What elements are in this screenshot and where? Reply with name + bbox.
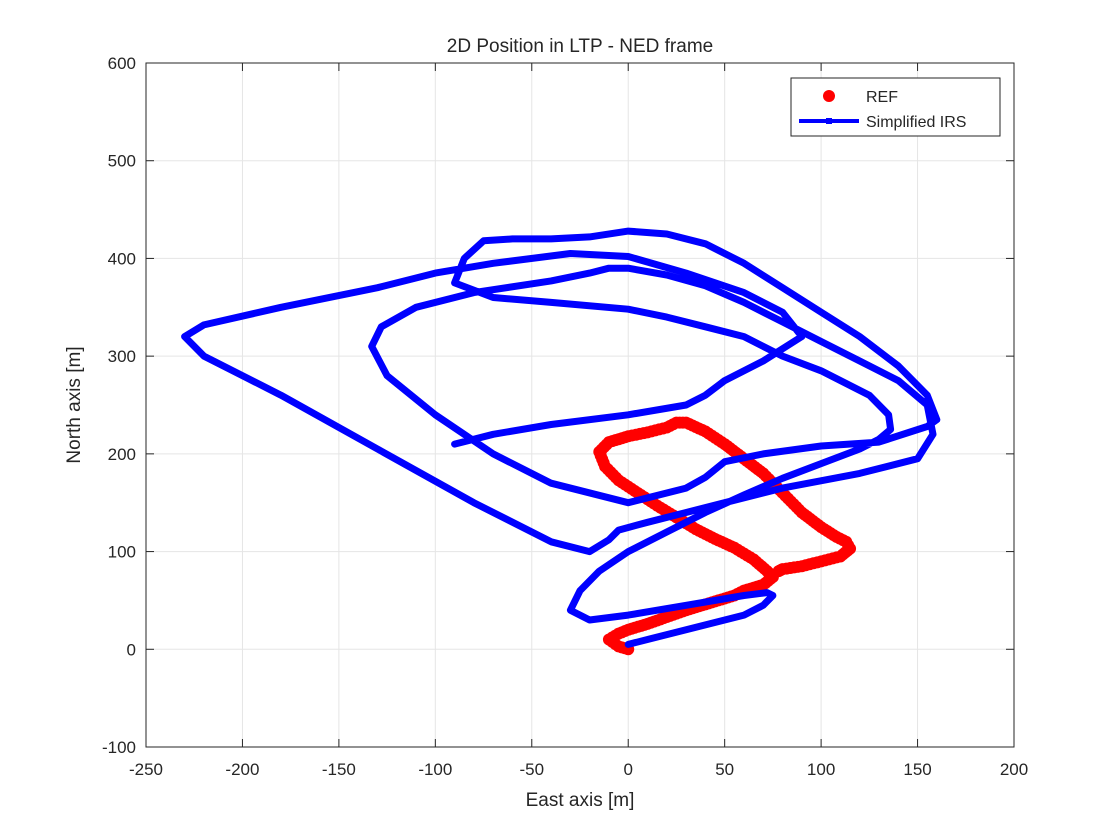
legend: REF Simplified IRS: [790, 77, 1001, 137]
x-tick-label: 50: [715, 760, 734, 779]
y-tick-label: 0: [127, 640, 136, 659]
y-tick-label: 400: [108, 249, 136, 268]
x-tick-label: -200: [225, 760, 259, 779]
x-tick-label: 100: [807, 760, 835, 779]
y-tick-label: 200: [108, 445, 136, 464]
series-ref: [593, 416, 857, 656]
ref-point: [772, 565, 785, 578]
y-tick-label: 600: [108, 54, 136, 73]
series-simplified-irs-line: [181, 227, 941, 648]
legend-irs-marker: [826, 118, 832, 124]
legend-ref-label: REF: [866, 89, 898, 106]
legend-irs-label: Simplified IRS: [866, 114, 966, 131]
x-tick-label: -250: [129, 760, 163, 779]
y-tick-label: 500: [108, 152, 136, 171]
series-layer: [181, 227, 941, 656]
x-axis-title: East axis [m]: [526, 790, 635, 811]
y-tick-label: 100: [108, 543, 136, 562]
y-tick-label: 300: [108, 347, 136, 366]
ticks: [145, 62, 1015, 748]
legend-box: [790, 77, 1001, 137]
axes-box: [145, 62, 1015, 748]
y-tick-label: -100: [102, 738, 136, 757]
chart-title: 2D Position in LTP - NED frame: [447, 36, 713, 57]
y-axis-title: North axis [m]: [64, 346, 85, 463]
x-tick-label: -50: [519, 760, 544, 779]
x-tick-label: -150: [322, 760, 356, 779]
x-tick-label: 0: [623, 760, 632, 779]
x-tick-label: -100: [418, 760, 452, 779]
tick-labels: -250 -200 -150 -100 -50 0 50 100 150 200 -100 0 100 2…: [102, 54, 1028, 779]
legend-ref-marker: [823, 90, 835, 102]
x-tick-label: 200: [1000, 760, 1028, 779]
x-tick-label: 150: [903, 760, 931, 779]
